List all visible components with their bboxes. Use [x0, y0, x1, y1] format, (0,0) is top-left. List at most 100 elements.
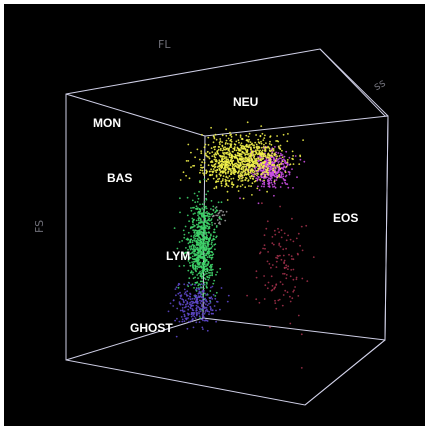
point-lym — [210, 266, 212, 269]
point-neu — [264, 155, 267, 158]
point-ghost — [205, 294, 208, 296]
point-mon — [294, 155, 297, 157]
point-neu — [249, 141, 252, 144]
point-neu — [223, 171, 226, 173]
point-neu — [240, 148, 242, 150]
point-mon — [260, 175, 262, 177]
point-lym — [185, 251, 188, 254]
point-ghost — [201, 313, 204, 316]
point-eos — [300, 225, 303, 228]
point-lym — [197, 197, 200, 200]
point-neu — [229, 139, 232, 142]
point-neu — [240, 175, 242, 178]
point-mon — [268, 179, 271, 182]
point-lym — [193, 248, 196, 251]
point-ghost — [208, 311, 211, 313]
point-lym — [201, 216, 204, 218]
point-ghost — [205, 306, 208, 309]
point-eos — [288, 253, 290, 256]
point-neu — [266, 155, 269, 157]
point-ghost — [191, 318, 194, 321]
point-lym — [211, 263, 214, 266]
point-neu — [245, 134, 248, 137]
point-neu — [268, 149, 271, 152]
point-eos — [306, 280, 309, 282]
points-layer — [167, 121, 315, 369]
point-neu — [280, 162, 282, 165]
point-neu — [250, 146, 252, 149]
point-neu — [215, 171, 218, 174]
point-mon — [267, 185, 270, 188]
point-neu — [287, 133, 289, 135]
point-lym — [202, 295, 205, 297]
point-neu — [233, 146, 236, 149]
point-neu — [219, 143, 221, 146]
point-neu — [269, 161, 272, 164]
point-lym — [204, 292, 206, 295]
point-neu — [217, 153, 220, 155]
point-lym — [210, 239, 213, 242]
point-bas — [216, 219, 219, 221]
point-ghost — [181, 298, 184, 300]
point-neu — [242, 169, 245, 171]
point-eos — [283, 261, 285, 263]
point-eos — [297, 295, 300, 297]
point-eos — [279, 205, 281, 208]
point-mon — [280, 157, 282, 160]
point-mon — [279, 171, 282, 173]
point-neu — [258, 152, 260, 155]
point-lym — [210, 243, 213, 246]
point-neu — [222, 152, 224, 154]
point-lym — [206, 256, 209, 259]
point-neu — [204, 153, 207, 155]
point-lym — [192, 206, 194, 209]
point-ghost — [203, 302, 206, 304]
point-lym — [215, 235, 218, 238]
point-neu — [229, 168, 232, 171]
point-lym — [201, 226, 204, 229]
point-neu — [249, 159, 252, 162]
point-lym — [194, 246, 197, 249]
point-neu — [219, 175, 222, 177]
point-lym — [207, 279, 210, 281]
point-neu — [243, 174, 246, 177]
point-lym — [208, 252, 211, 255]
point-lym — [212, 253, 215, 256]
point-neu — [245, 177, 248, 180]
point-ghost — [187, 308, 190, 311]
point-lym — [192, 229, 195, 232]
cluster-label-neu: NEU — [233, 95, 258, 109]
point-lym — [205, 272, 208, 275]
point-eos — [259, 251, 262, 254]
point-lym — [201, 277, 203, 280]
point-neu — [292, 158, 294, 161]
point-lym — [211, 256, 214, 259]
point-ghost — [179, 309, 182, 312]
point-eos — [273, 229, 276, 232]
point-mon — [288, 171, 291, 174]
point-mon — [271, 183, 274, 186]
point-neu — [284, 171, 287, 174]
point-mon — [272, 172, 274, 175]
point-neu — [231, 183, 234, 186]
point-neu — [224, 164, 227, 167]
point-neu — [222, 147, 225, 149]
point-eos — [279, 245, 282, 248]
point-neu — [247, 152, 250, 155]
point-eos — [272, 243, 275, 246]
point-lym — [189, 264, 192, 267]
point-neu — [249, 155, 252, 157]
point-neu — [273, 171, 276, 173]
point-neu — [285, 165, 288, 168]
point-neu — [199, 169, 202, 172]
point-ghost — [211, 285, 214, 288]
point-ghost — [201, 326, 204, 329]
point-neu — [237, 160, 239, 162]
point-lym — [215, 226, 218, 228]
point-eos — [290, 255, 293, 257]
point-eos — [283, 272, 286, 275]
point-eos — [271, 242, 274, 245]
point-neu — [238, 161, 241, 164]
point-ghost — [195, 321, 198, 324]
